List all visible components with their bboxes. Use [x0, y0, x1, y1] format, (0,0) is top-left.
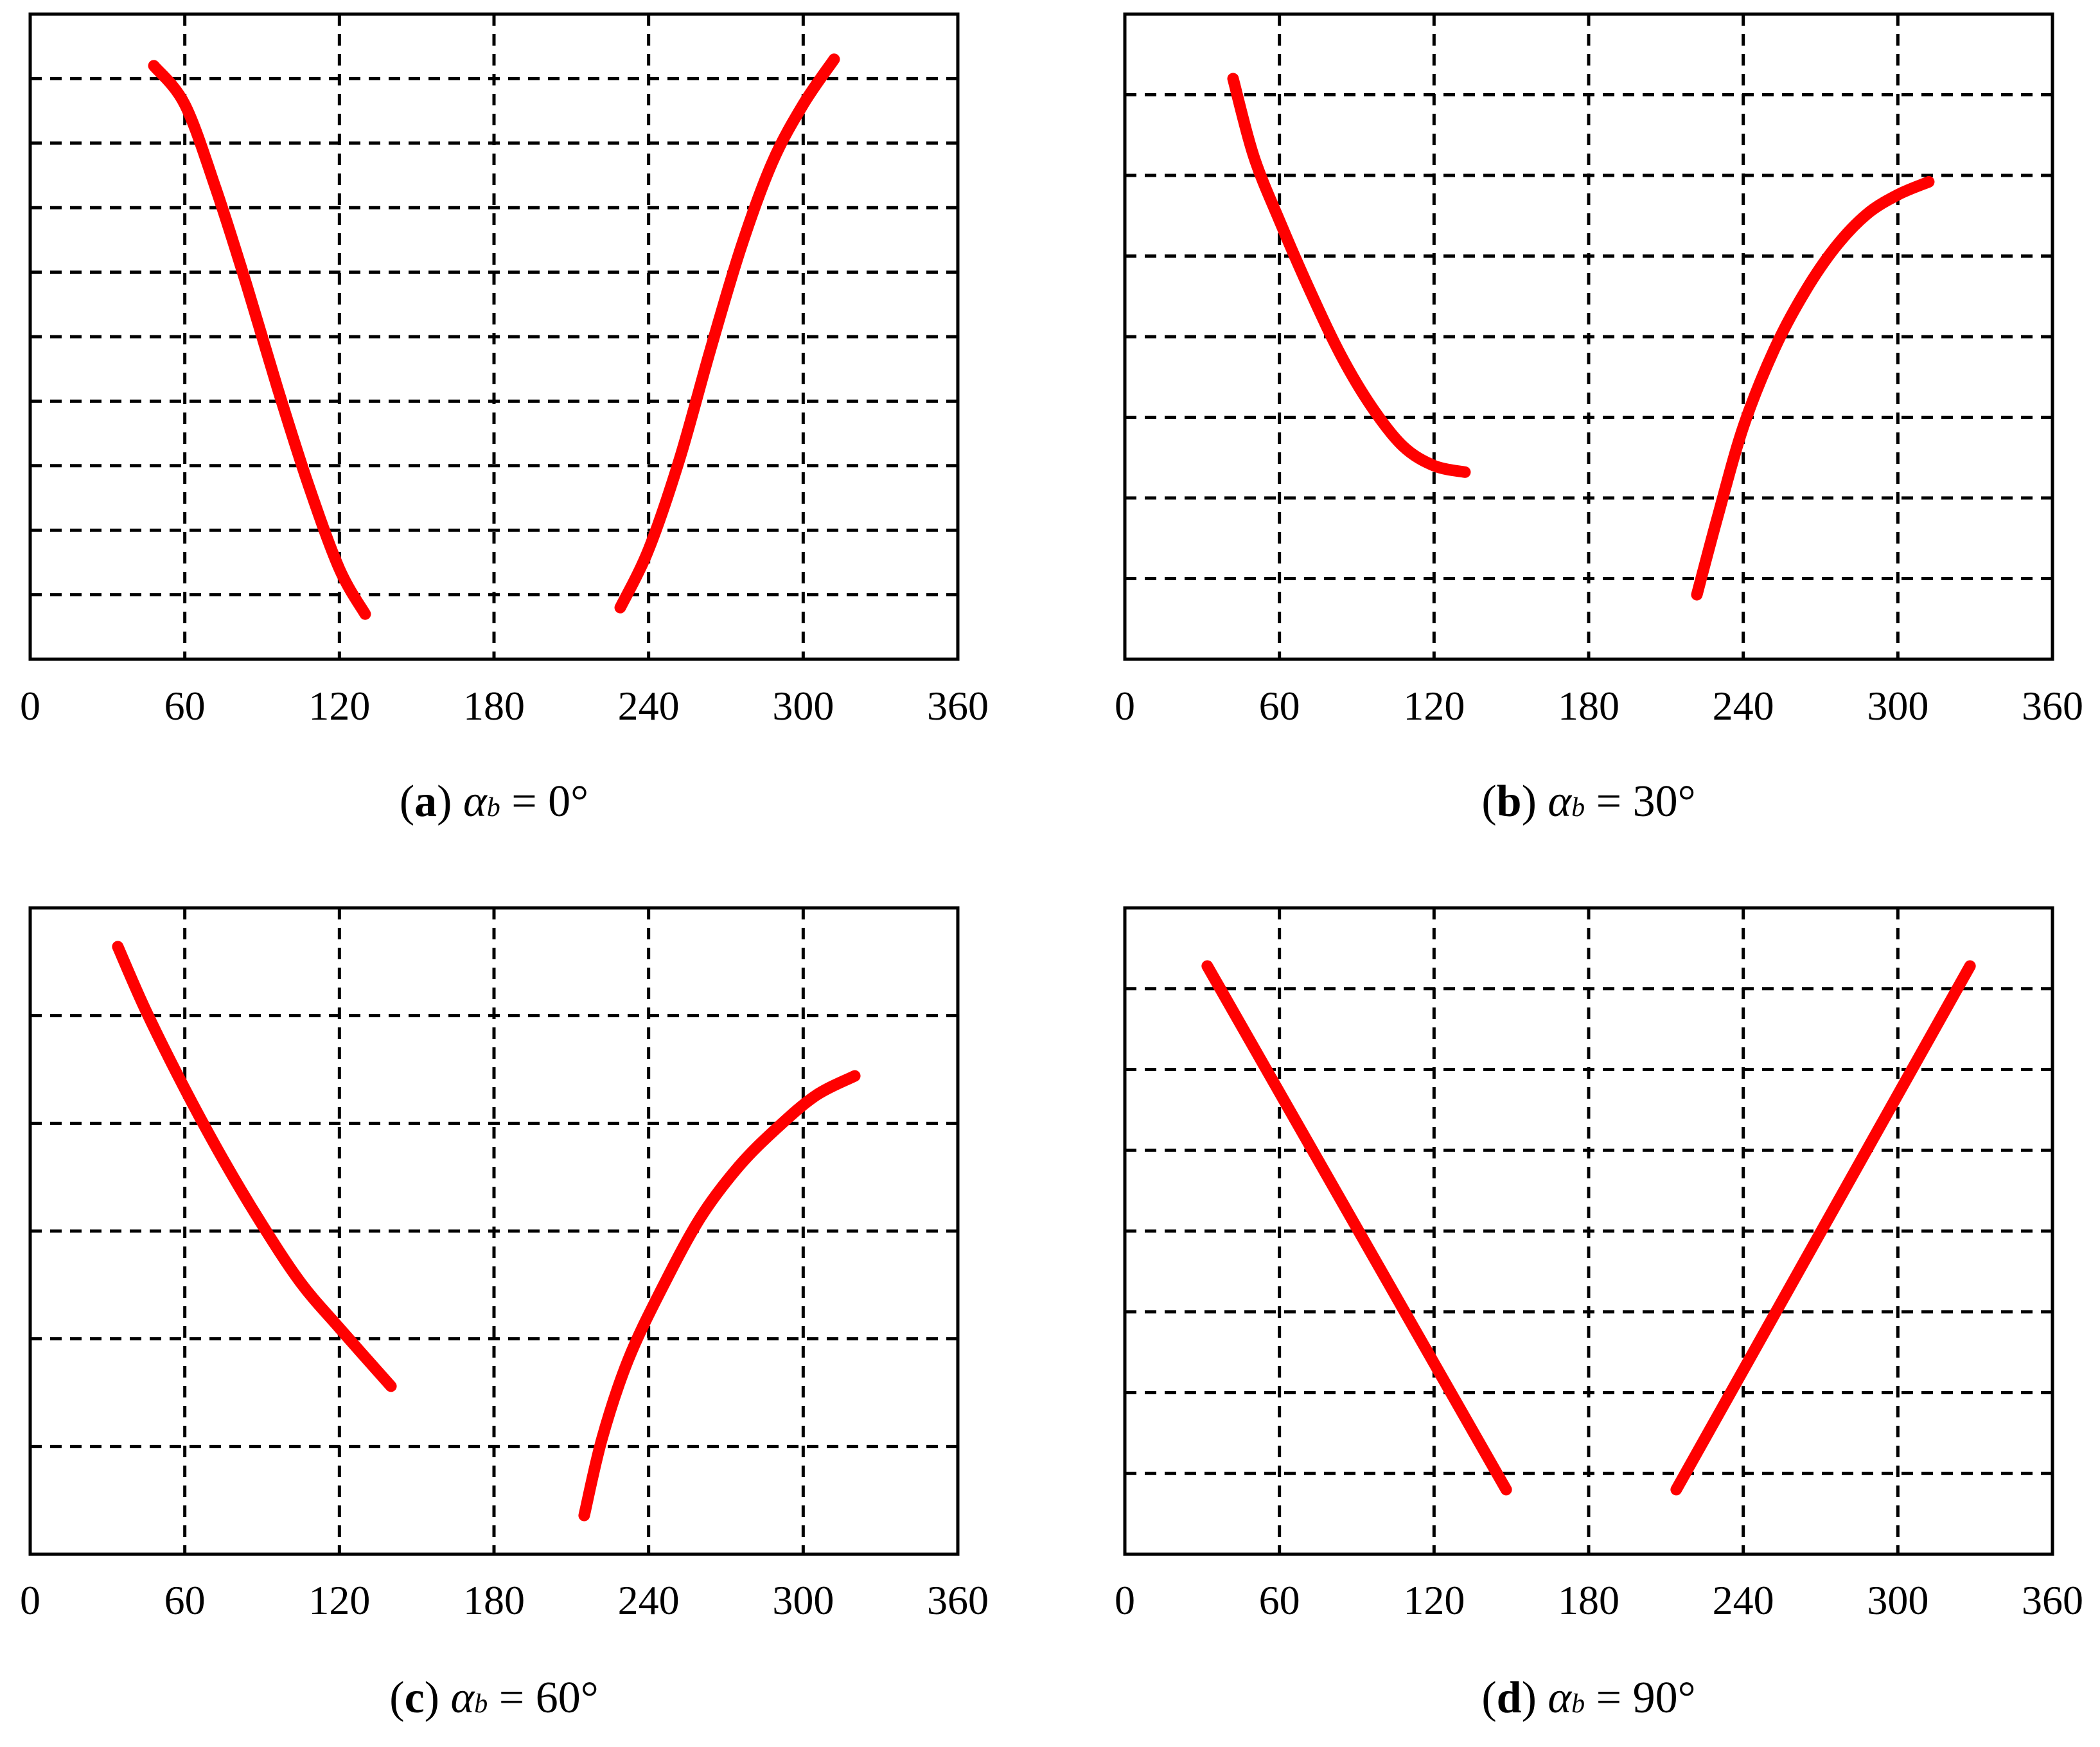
- panel-c: 0 60 120 180 240 300 360 (c) αb = 60°: [20, 906, 989, 1723]
- plot-frame: [28, 906, 960, 1556]
- x-tick-label: 60: [1259, 683, 1300, 729]
- series-curve-2: [614, 53, 840, 614]
- panel-d: 0 60 120 180 240 300 360 (d) αb = 90°: [1115, 906, 2083, 1723]
- grid: [1125, 908, 2052, 1554]
- series-curve-1: [112, 941, 397, 1392]
- x-tick-label: 120: [1403, 683, 1465, 729]
- grid: [1125, 14, 2052, 659]
- x-tick-label: 360: [2022, 1577, 2083, 1623]
- panel-b: 0 60 120 180 240 300 360 (b) αb = 30°: [1115, 12, 2083, 826]
- x-tick-label: 240: [618, 1577, 680, 1623]
- plot-frame: [1123, 12, 2054, 661]
- x-tick-label: 60: [1259, 1577, 1300, 1623]
- series-curve-2: [1691, 176, 1935, 601]
- x-tick-label: 360: [927, 1577, 989, 1623]
- series-curve-1: [1227, 73, 1471, 478]
- x-tick-label: 120: [1403, 1577, 1465, 1623]
- x-tick-label: 300: [1867, 1577, 1928, 1623]
- plot-frame: [28, 12, 960, 661]
- x-tick-label: 300: [1867, 683, 1928, 729]
- x-tick-label: 0: [1115, 683, 1135, 729]
- plot-frame: [1123, 906, 2054, 1556]
- series-curve-1: [1201, 960, 1512, 1496]
- series-curve-2: [1670, 960, 1976, 1496]
- x-tick-label: 180: [1558, 1577, 1619, 1623]
- panel-caption: (d) αb = 90°: [1481, 1673, 1695, 1723]
- x-tick-label: 60: [164, 683, 206, 729]
- series-curve-2: [578, 1070, 861, 1521]
- x-tick-label: 360: [927, 683, 989, 729]
- x-tick-label: 0: [20, 683, 40, 729]
- x-tick-label: 60: [164, 1577, 206, 1623]
- grid: [30, 908, 958, 1554]
- panel-caption: (a) αb = 0°: [400, 777, 588, 826]
- x-tick-label: 120: [308, 1577, 370, 1623]
- x-tick-label: 0: [1115, 1577, 1135, 1623]
- x-tick-label: 120: [308, 683, 370, 729]
- x-tick-label: 240: [618, 683, 680, 729]
- series-curve-1: [148, 60, 371, 620]
- panel-caption: (c) αb = 60°: [389, 1673, 598, 1723]
- x-tick-label: 180: [463, 1577, 525, 1623]
- x-tick-label: 180: [1558, 683, 1619, 729]
- x-tick-label: 360: [2022, 683, 2083, 729]
- x-tick-label: 300: [772, 1577, 834, 1623]
- x-tick-label: 0: [20, 1577, 40, 1623]
- x-tick-label: 180: [463, 683, 525, 729]
- x-tick-label: 240: [1713, 683, 1774, 729]
- panel-a: 0 60 120 180 240 300 360 (a) αb = 0°: [20, 12, 989, 826]
- x-tick-label: 240: [1713, 1577, 1774, 1623]
- x-tick-label: 300: [772, 683, 834, 729]
- grid: [30, 14, 958, 659]
- panel-caption: (b) αb = 30°: [1481, 777, 1695, 826]
